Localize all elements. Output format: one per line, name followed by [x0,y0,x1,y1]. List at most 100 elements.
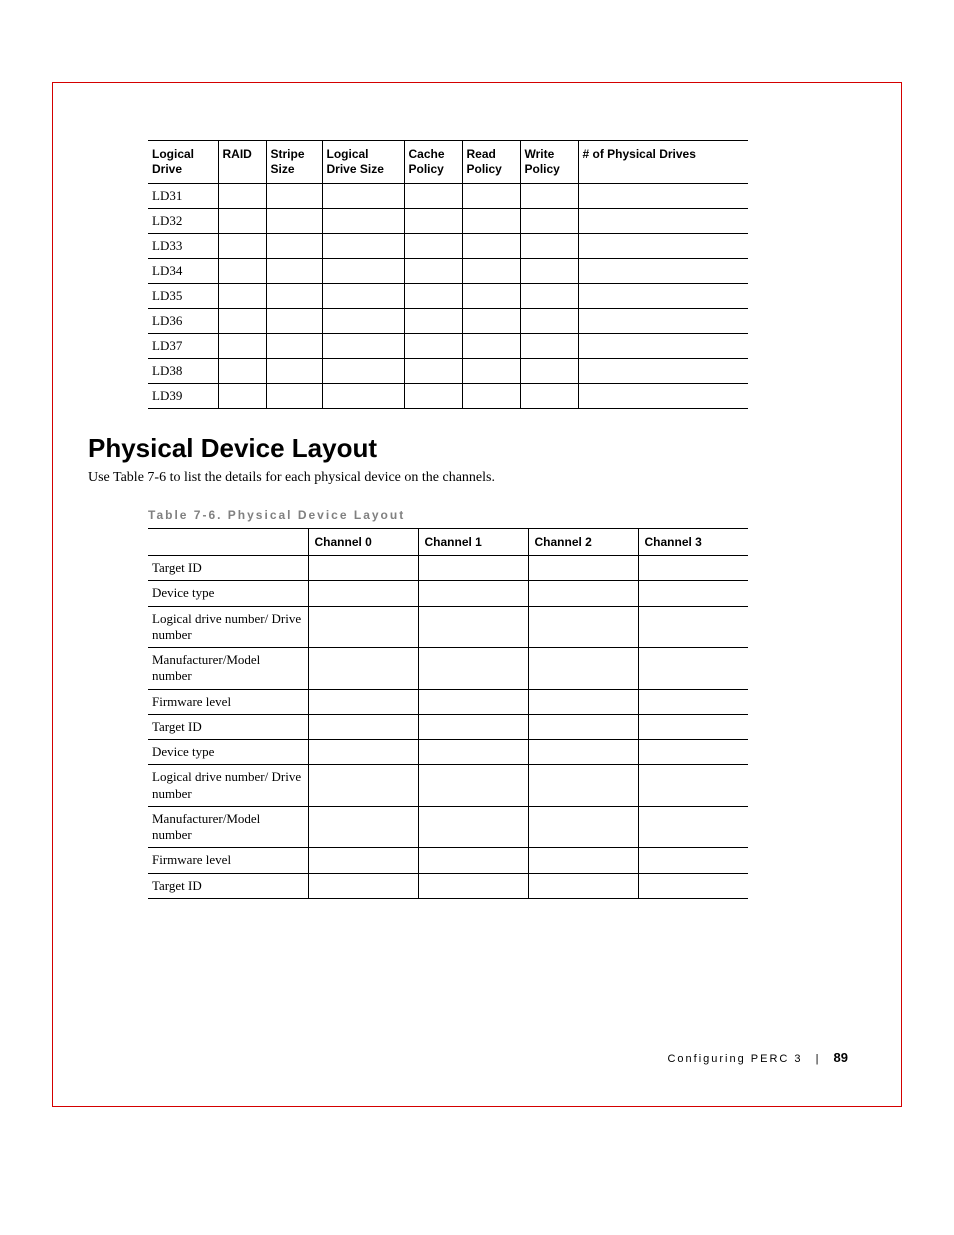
page-content: Logical DriveRAIDStripe SizeLogical Driv… [148,140,748,899]
table-cell [528,689,638,714]
table-row: Firmware level [148,689,748,714]
table-cell [322,184,404,209]
table-cell [266,284,322,309]
table-row: LD38 [148,359,748,384]
logical-drive-table: Logical DriveRAIDStripe SizeLogical Driv… [148,140,748,409]
table-cell [308,556,418,581]
table-cell [638,689,748,714]
table-cell: Firmware level [148,848,308,873]
table-cell: LD39 [148,384,218,409]
table-cell [638,714,748,739]
table-cell [322,384,404,409]
table-cell [418,806,528,848]
column-header: Channel 3 [638,529,748,556]
column-header [148,529,308,556]
table-cell [520,334,578,359]
table-cell [638,556,748,581]
table-row: Firmware level [148,848,748,873]
table-cell [418,648,528,690]
table-cell: Manufacturer/Model number [148,806,308,848]
table-cell: Target ID [148,873,308,898]
table-cell: Logical drive number/ Drive number [148,765,308,807]
table-cell [322,309,404,334]
table-cell [218,359,266,384]
table-row: LD34 [148,259,748,284]
table-cell [528,806,638,848]
table-cell [308,848,418,873]
table-cell [578,234,748,259]
table-cell [528,556,638,581]
column-header: # of Physical Drives [578,141,748,184]
footer-page-number: 89 [834,1050,848,1065]
table-cell [404,209,462,234]
table-row: LD33 [148,234,748,259]
table-cell [462,209,520,234]
table-cell [418,873,528,898]
table-row: Manufacturer/Model number [148,806,748,848]
table-row: LD35 [148,284,748,309]
table-cell [266,209,322,234]
table-cell: Firmware level [148,689,308,714]
table-row: LD37 [148,334,748,359]
table-cell [462,184,520,209]
table-cell [578,309,748,334]
table-cell [528,765,638,807]
section-paragraph: Use Table 7-6 to list the details for ea… [88,470,748,486]
table-cell [322,209,404,234]
table-cell [638,806,748,848]
table-cell [308,689,418,714]
table-header-row: Logical DriveRAIDStripe SizeLogical Driv… [148,141,748,184]
column-header: Write Policy [520,141,578,184]
table-cell [418,581,528,606]
table-cell [578,384,748,409]
table-cell [218,184,266,209]
column-header: Channel 0 [308,529,418,556]
table-cell [322,334,404,359]
table-caption: Table 7-6. Physical Device Layout [148,508,748,522]
table-cell [266,309,322,334]
table-cell [520,184,578,209]
table-cell [638,765,748,807]
table-cell [308,581,418,606]
table-header-row: Channel 0Channel 1Channel 2Channel 3 [148,529,748,556]
table-row: LD39 [148,384,748,409]
table-cell [520,284,578,309]
table-cell: Target ID [148,556,308,581]
table-cell [418,689,528,714]
table-row: Device type [148,740,748,765]
table-cell [578,259,748,284]
table-cell [462,359,520,384]
table-cell [404,334,462,359]
column-header: Logical Drive [148,141,218,184]
table-cell [266,259,322,284]
table-cell [418,714,528,739]
table-cell [528,873,638,898]
table-cell: LD32 [148,209,218,234]
table-cell [462,309,520,334]
table-cell [638,848,748,873]
table-row: Logical drive number/ Drive number [148,606,748,648]
table-cell [404,184,462,209]
table-cell [266,184,322,209]
table-cell: Logical drive number/ Drive number [148,606,308,648]
table-cell [578,209,748,234]
table-row: Target ID [148,714,748,739]
table-cell: Device type [148,581,308,606]
table-cell [578,284,748,309]
table-row: Device type [148,581,748,606]
table-cell [528,581,638,606]
table-cell [528,714,638,739]
table-cell [528,648,638,690]
table-cell [308,806,418,848]
table-cell [266,234,322,259]
table-cell: LD33 [148,234,218,259]
table-cell [218,234,266,259]
table-cell [578,334,748,359]
table-cell [322,234,404,259]
table-cell [462,284,520,309]
column-header: Stripe Size [266,141,322,184]
table-cell [462,334,520,359]
table-cell [404,384,462,409]
table-cell [308,765,418,807]
table-cell [520,234,578,259]
